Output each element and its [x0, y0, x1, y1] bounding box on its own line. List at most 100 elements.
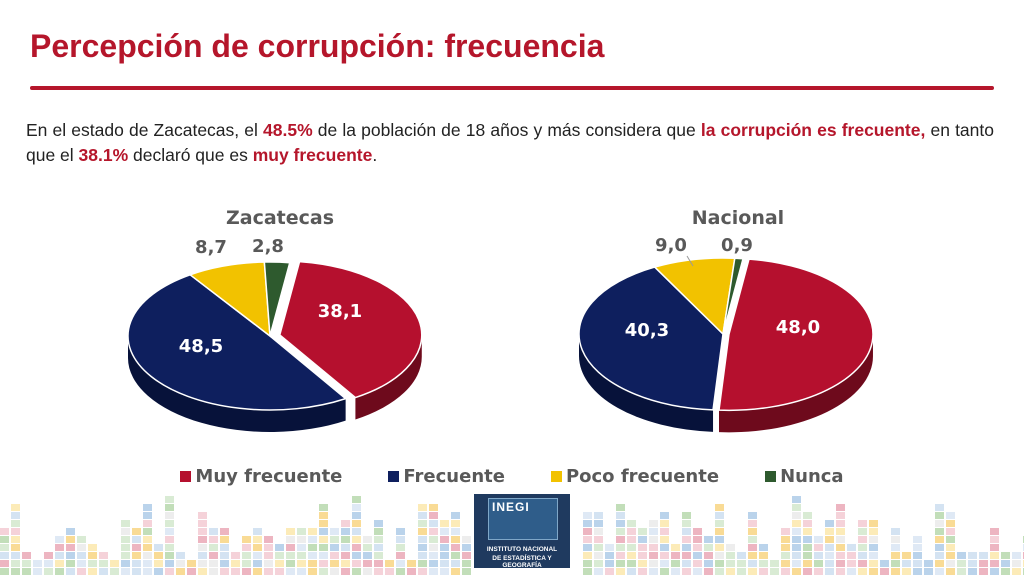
- deco-cell: [836, 536, 845, 543]
- deco-cell: [275, 568, 284, 575]
- chart-title: Zacatecas: [226, 207, 334, 229]
- deco-cell: [1001, 560, 1010, 567]
- deco-cell: [242, 552, 251, 559]
- legend-label: Frecuente: [403, 466, 505, 487]
- deco-cell: [682, 536, 691, 543]
- data-label-poco-frecuente: 9,0: [655, 235, 687, 256]
- deco-cell: [352, 536, 361, 543]
- deco-cell: [869, 528, 878, 535]
- deco-cell: [429, 568, 438, 575]
- deco-cell: [429, 544, 438, 551]
- deco-cell: [825, 536, 834, 543]
- deco-cell: [253, 536, 262, 543]
- deco-cell: [825, 568, 834, 575]
- deco-cell: [77, 560, 86, 567]
- deco-cell: [869, 568, 878, 575]
- deco-cell: [143, 528, 152, 535]
- deco-cell: [583, 536, 592, 543]
- deco-cell: [594, 544, 603, 551]
- deco-cell: [341, 552, 350, 559]
- deco-cell: [781, 544, 790, 551]
- deco-cell: [869, 544, 878, 551]
- deco-cell: [341, 544, 350, 551]
- deco-cell: [286, 560, 295, 567]
- inegi-logo-mark: [488, 498, 558, 540]
- deco-cell: [836, 528, 845, 535]
- deco-cell: [583, 520, 592, 527]
- deco-cell: [935, 504, 944, 511]
- deco-cell: [891, 528, 900, 535]
- deco-cell: [341, 536, 350, 543]
- deco-cell: [682, 552, 691, 559]
- deco-cell: [759, 544, 768, 551]
- deco-cell: [792, 520, 801, 527]
- deco-cell: [814, 560, 823, 567]
- deco-cell: [649, 528, 658, 535]
- deco-cell: [803, 528, 812, 535]
- deco-cell: [341, 560, 350, 567]
- deco-cell: [649, 536, 658, 543]
- pie-slice-poco-frecuente: [653, 257, 736, 336]
- deco-cell: [11, 568, 20, 575]
- deco-cell: [913, 536, 922, 543]
- data-label-frecuente: 40,3: [625, 320, 669, 341]
- deco-cell: [451, 544, 460, 551]
- deco-cell: [319, 528, 328, 535]
- deco-cell: [935, 568, 944, 575]
- deco-cell: [396, 528, 405, 535]
- deco-cell: [77, 536, 86, 543]
- deco-cell: [374, 528, 383, 535]
- deco-cell: [649, 544, 658, 551]
- deco-cell: [715, 504, 724, 511]
- deco-cell: [11, 560, 20, 567]
- deco-cell: [704, 544, 713, 551]
- deco-cell: [319, 544, 328, 551]
- deco-cell: [88, 552, 97, 559]
- deco-cell: [385, 560, 394, 567]
- deco-cell: [198, 568, 207, 575]
- deco-cell: [330, 544, 339, 551]
- pie-slice-side-muy-frecuente: [719, 334, 873, 433]
- deco-cell: [418, 568, 427, 575]
- intro-highlight-pct-frecuente: 48.5%: [263, 119, 313, 140]
- deco-cell: [187, 568, 196, 575]
- deco-cell: [836, 512, 845, 519]
- deco-cell: [418, 512, 427, 519]
- legend-swatch: [550, 471, 562, 482]
- deco-cell: [264, 544, 273, 551]
- deco-cell: [143, 504, 152, 511]
- deco-cell: [979, 568, 988, 575]
- deco-cell: [132, 544, 141, 551]
- deco-cell: [594, 560, 603, 567]
- intro-highlight-frecuente: la corrupción es frecuente,: [700, 119, 926, 140]
- deco-cell: [0, 552, 9, 559]
- deco-cell: [264, 536, 273, 543]
- deco-cell: [275, 544, 284, 551]
- deco-cell: [198, 536, 207, 543]
- deco-cell: [627, 528, 636, 535]
- deco-cell: [209, 544, 218, 551]
- pie-slice-nunca: [263, 261, 291, 337]
- deco-cell: [792, 496, 801, 503]
- deco-cell: [825, 544, 834, 551]
- deco-cell: [286, 544, 295, 551]
- deco-cell: [440, 568, 449, 575]
- legend-item-muy-frecuente: Muy frecuente: [180, 466, 342, 487]
- deco-cell: [297, 536, 306, 543]
- deco-cell: [0, 528, 9, 535]
- deco-cell: [396, 536, 405, 543]
- pie-slice-frecuente: [578, 266, 724, 411]
- deco-cell: [704, 568, 713, 575]
- deco-cell: [231, 560, 240, 567]
- deco-cell: [429, 552, 438, 559]
- deco-cell: [627, 552, 636, 559]
- deco-cell: [319, 536, 328, 543]
- deco-cell: [0, 568, 9, 575]
- deco-cell: [649, 520, 658, 527]
- deco-cell: [638, 568, 647, 575]
- deco-cell: [198, 552, 207, 559]
- chart-title: Nacional: [692, 207, 784, 229]
- deco-cell: [429, 504, 438, 511]
- deco-cell: [979, 560, 988, 567]
- deco-cell: [319, 512, 328, 519]
